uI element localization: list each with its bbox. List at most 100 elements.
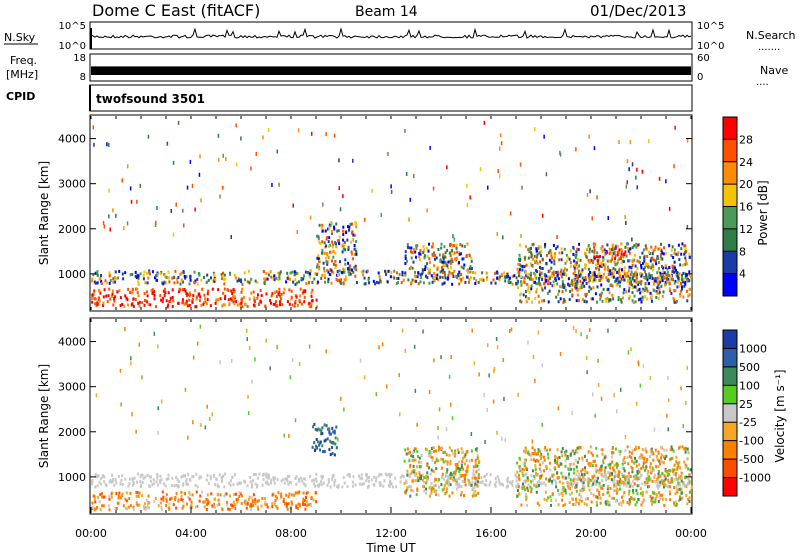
- range-cell: [451, 473, 454, 476]
- range-cell: [430, 489, 433, 493]
- range-cell: [368, 281, 371, 285]
- range-cell: [659, 247, 662, 251]
- range-cell: [108, 287, 111, 291]
- range-cell: [456, 276, 459, 280]
- range-cell: [644, 285, 647, 289]
- range-cell: [679, 263, 682, 267]
- range-cell: [581, 473, 583, 477]
- range-cell: [539, 283, 542, 287]
- range-cell: [630, 266, 633, 269]
- range-cell: [179, 288, 182, 292]
- range-cell: [302, 497, 305, 501]
- range-cell: [624, 250, 627, 254]
- range-cell: [136, 491, 139, 494]
- range-cell: [189, 478, 191, 482]
- range-cell: [586, 248, 589, 252]
- range-cell: [639, 491, 642, 495]
- range-cell: [638, 470, 641, 474]
- range-cell: [137, 301, 140, 305]
- y-tick-label: 4000: [58, 133, 86, 146]
- range-cell: [452, 252, 455, 256]
- range-cell: [176, 477, 179, 481]
- range-cell: [192, 420, 194, 425]
- range-cell: [159, 294, 162, 298]
- range-cell: [402, 475, 405, 479]
- date-label: 01/Dec/2013: [590, 2, 686, 20]
- range-cell: [114, 295, 117, 299]
- range-cell: [445, 427, 448, 432]
- range-cell: [315, 479, 318, 483]
- range-cell: [435, 493, 437, 496]
- range-cell: [380, 473, 383, 477]
- range-cell: [635, 242, 637, 246]
- range-cell: [451, 474, 453, 478]
- colorbar-swatch: [723, 440, 737, 460]
- range-cell: [610, 283, 613, 287]
- range-cell: [684, 259, 687, 263]
- range-cell: [250, 166, 252, 171]
- range-cell: [590, 451, 593, 455]
- range-cell: [654, 259, 657, 263]
- range-cell: [151, 483, 154, 487]
- range-cell: [654, 473, 657, 477]
- range-cell: [525, 274, 528, 278]
- range-cell: [424, 268, 426, 271]
- range-cell: [329, 432, 332, 436]
- range-cell: [569, 249, 572, 253]
- range-cell: [602, 287, 605, 291]
- range-cell: [499, 275, 501, 279]
- range-cell: [687, 482, 690, 486]
- range-cell: [455, 466, 458, 470]
- range-cell: [578, 264, 581, 268]
- range-cell: [316, 265, 318, 269]
- range-cell: [416, 476, 419, 480]
- range-cell: [254, 502, 257, 506]
- range-cell: [580, 478, 583, 482]
- range-cell: [338, 269, 341, 273]
- range-cell: [318, 223, 321, 227]
- power-ylabel: Slant Range [km]: [37, 161, 51, 265]
- range-cell: [557, 489, 559, 492]
- range-cell: [196, 282, 199, 286]
- range-cell: [338, 235, 341, 239]
- range-cell: [280, 292, 283, 296]
- range-cell: [684, 280, 687, 284]
- range-cell: [567, 283, 570, 287]
- range-cell: [461, 480, 464, 483]
- range-cell: [390, 184, 392, 189]
- range-cell: [181, 301, 184, 305]
- range-cell: [592, 475, 594, 479]
- range-cell: [336, 279, 339, 283]
- range-cell: [593, 255, 596, 259]
- range-cell: [121, 272, 124, 276]
- range-cell: [623, 266, 626, 270]
- range-cell: [455, 468, 458, 472]
- range-cell: [320, 432, 323, 436]
- range-cell: [320, 276, 323, 280]
- range-cell: [231, 506, 234, 510]
- colorbar-swatch: [723, 206, 737, 230]
- range-cell: [548, 448, 551, 452]
- range-cell: [539, 245, 542, 249]
- range-cell: [405, 452, 408, 456]
- range-cell: [127, 484, 130, 488]
- range-cell: [294, 491, 297, 495]
- range-cell: [568, 257, 571, 261]
- range-cell: [334, 442, 337, 446]
- range-cell: [536, 261, 539, 265]
- range-cell: [232, 300, 235, 304]
- range-cell: [476, 449, 478, 453]
- range-cell: [404, 348, 407, 353]
- range-cell: [665, 179, 667, 184]
- range-cell: [669, 458, 672, 461]
- range-cell: [145, 290, 148, 294]
- range-cell: [444, 273, 446, 277]
- range-cell: [256, 483, 259, 487]
- range-cell: [654, 480, 657, 484]
- range-cell: [292, 280, 295, 284]
- range-cell: [614, 268, 617, 272]
- range-cell: [616, 463, 619, 467]
- range-cell: [302, 277, 305, 281]
- range-cell: [160, 399, 163, 404]
- range-cell: [543, 281, 546, 285]
